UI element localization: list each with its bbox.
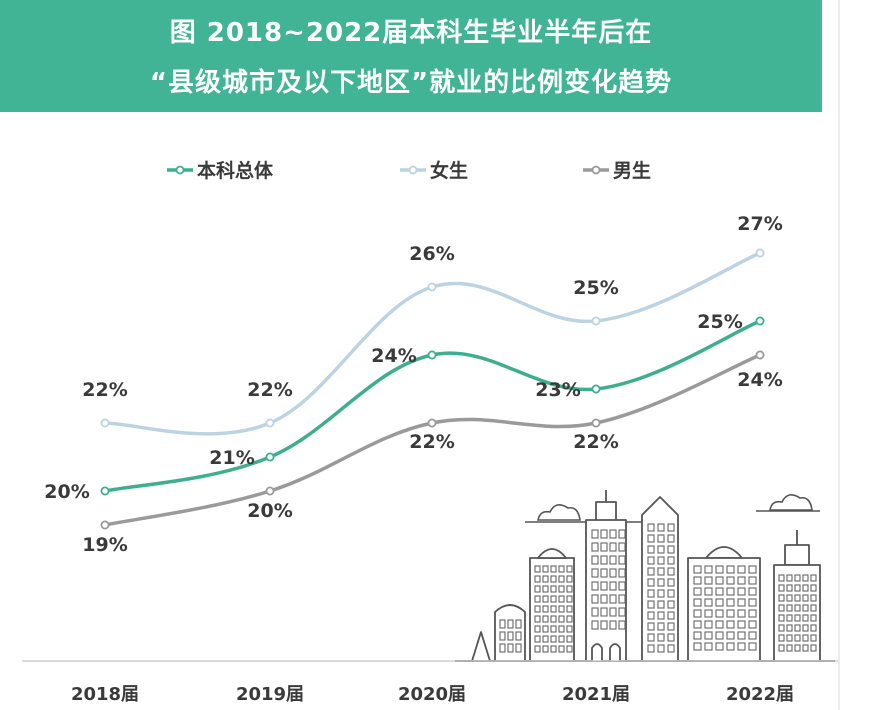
legend-label: 女生 bbox=[430, 159, 468, 182]
data-point bbox=[591, 316, 601, 326]
data-point bbox=[265, 452, 275, 462]
data-label: 20% bbox=[247, 500, 292, 522]
data-label: 27% bbox=[737, 213, 782, 235]
data-label: 22% bbox=[82, 379, 127, 401]
chart-title-line-2: “县级城市及以下地区”就业的比例变化趋势 bbox=[149, 68, 673, 98]
x-tick-label: 2020届 bbox=[398, 684, 466, 705]
x-tick-label: 2022届 bbox=[726, 684, 794, 705]
legend-label: 男生 bbox=[613, 159, 651, 182]
data-point bbox=[755, 248, 765, 258]
data-label: 22% bbox=[573, 431, 618, 453]
data-point bbox=[427, 350, 437, 360]
data-label: 20% bbox=[44, 481, 89, 503]
series-lines bbox=[100, 248, 765, 530]
data-label: 24% bbox=[737, 369, 782, 391]
data-point bbox=[755, 350, 765, 360]
chart-title-line-1: 图 2018~2022届本科生毕业半年后在 bbox=[169, 18, 653, 48]
data-point bbox=[427, 418, 437, 428]
data-label: 19% bbox=[82, 534, 127, 556]
legend-label: 本科总体 bbox=[197, 159, 274, 182]
data-label: 21% bbox=[209, 447, 254, 469]
x-tick-label: 2019届 bbox=[236, 684, 304, 705]
legend: 本科总体 女生 男生 bbox=[167, 159, 651, 182]
data-point bbox=[100, 520, 110, 530]
x-tick-label: 2021届 bbox=[562, 684, 630, 705]
data-label: 25% bbox=[697, 311, 742, 333]
series-line-1 bbox=[103, 251, 762, 436]
data-labels: 20% 21% 24% 23% 25% 22% 22% 26% 25% 27% 19% 20% 22% 2… bbox=[44, 213, 782, 556]
page-edge-divider bbox=[838, 0, 840, 710]
legend-marker bbox=[175, 165, 185, 175]
data-point bbox=[100, 486, 110, 496]
series-line-0 bbox=[103, 319, 762, 493]
city-skyline-icon bbox=[455, 490, 835, 662]
data-point bbox=[100, 418, 110, 428]
data-point bbox=[591, 384, 601, 394]
data-label: 25% bbox=[573, 277, 618, 299]
title-banner: 图 2018~2022届本科生毕业半年后在 “县级城市及以下地区”就业的比例变化… bbox=[0, 0, 822, 112]
x-tick-label: 2018届 bbox=[71, 684, 139, 705]
data-label: 22% bbox=[247, 379, 292, 401]
legend-marker bbox=[408, 165, 418, 175]
data-point bbox=[755, 316, 765, 326]
data-point bbox=[265, 486, 275, 496]
data-point bbox=[265, 418, 275, 428]
data-label: 22% bbox=[409, 431, 454, 453]
data-label: 24% bbox=[371, 345, 416, 367]
data-point bbox=[591, 418, 601, 428]
data-label: 26% bbox=[409, 243, 454, 265]
x-axis: 2018届 2019届 2020届 2021届 2022届 bbox=[22, 660, 838, 705]
data-point bbox=[427, 282, 437, 292]
data-label: 23% bbox=[535, 379, 580, 401]
legend-marker bbox=[591, 165, 601, 175]
